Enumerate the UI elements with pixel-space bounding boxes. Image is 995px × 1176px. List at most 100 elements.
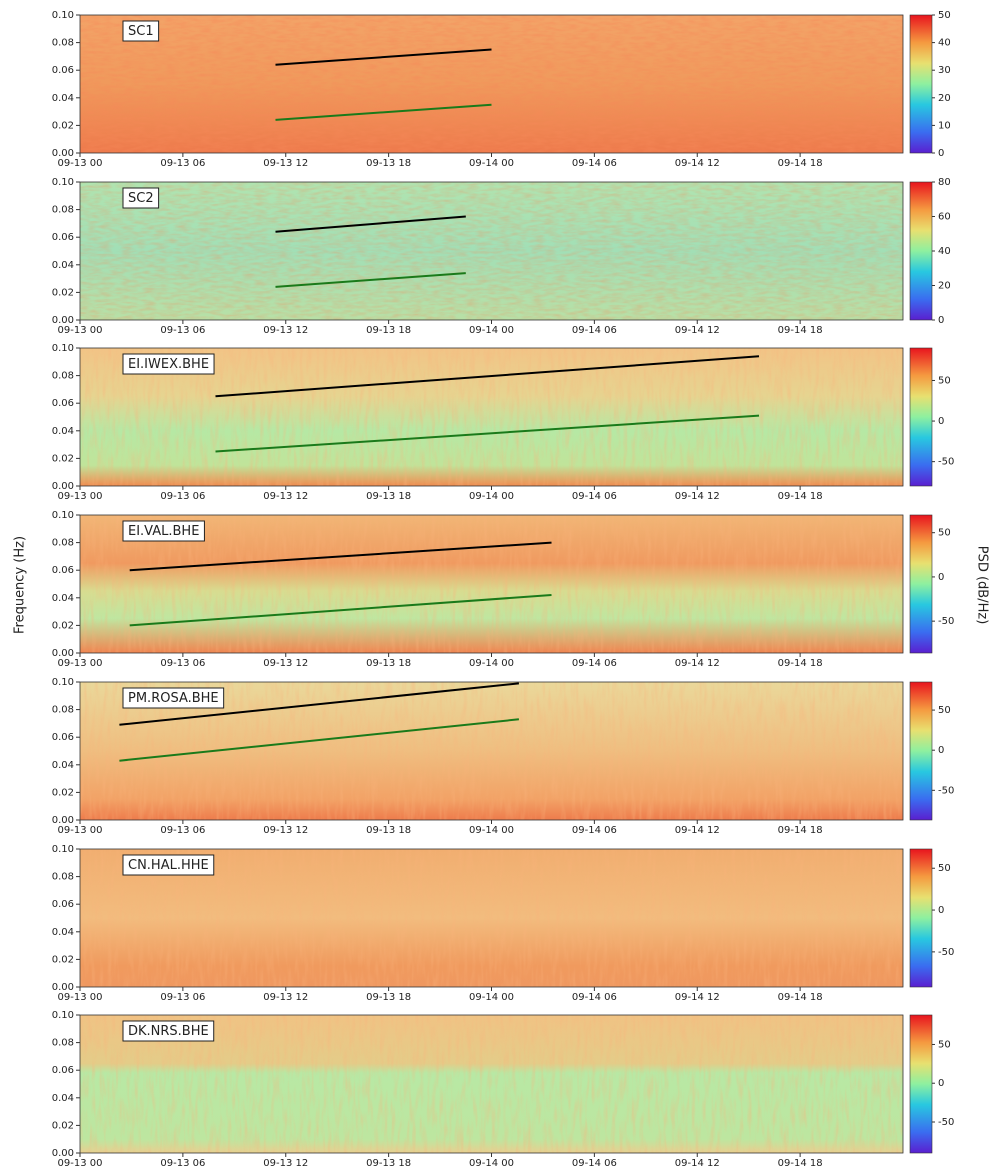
panel-title: SC2 <box>128 191 154 206</box>
panel: 0.00 0.02 0.04 0.06 0.08 0.10 09-13 00 09-13 06… <box>52 10 951 169</box>
y-tick-label: 0.02 <box>52 954 74 965</box>
colorbar-tick-label: 0 <box>938 572 944 583</box>
trend-line <box>215 414 760 453</box>
y-tick-label: 0.08 <box>52 371 74 382</box>
x-tick-label: 09-14 12 <box>675 325 720 336</box>
panel-label: CN.HAL.HHE <box>122 854 215 876</box>
x-tick-label: 09-13 00 <box>58 1158 103 1169</box>
x-tick-label: 09-13 00 <box>58 658 103 669</box>
y-tick-label: 0.04 <box>52 426 74 437</box>
colorbar-tick-label: -50 <box>938 785 954 796</box>
y-tick-label: 0.08 <box>52 205 74 216</box>
x-tick-label: 09-14 06 <box>572 825 617 836</box>
y-tick-label: 0.06 <box>52 232 74 243</box>
colorbar-tick-label: 50 <box>938 10 951 21</box>
trend-line <box>275 272 466 288</box>
x-tick-label: 09-14 06 <box>572 491 617 502</box>
y-tick-label: 0.04 <box>52 1093 74 1104</box>
y-axis-label: Frequency (Hz) <box>13 536 28 634</box>
y-tick-label: 0.10 <box>52 677 74 688</box>
trend-line <box>275 103 492 121</box>
label-box <box>122 854 215 876</box>
x-tick-label: 09-14 12 <box>675 992 720 1003</box>
colorbar-tick-label: 0 <box>938 905 944 916</box>
spectrogram-texture <box>80 348 903 486</box>
x-tick-label: 09-14 12 <box>675 658 720 669</box>
y-tick-label: 0.10 <box>52 343 74 354</box>
colorbar-tick-label: 20 <box>938 281 951 292</box>
y-tick-label: 0.06 <box>52 565 74 576</box>
y-tick-label: 0.08 <box>52 38 74 49</box>
x-tick-label: 09-14 12 <box>675 158 720 169</box>
x-tick-label: 09-13 12 <box>263 491 308 502</box>
spectrogram-texture <box>80 182 903 320</box>
panel: 0.00 0.02 0.04 0.06 0.08 0.10 09-13 00 09-13 06… <box>52 677 955 836</box>
x-tick-label: 09-14 00 <box>469 1158 514 1169</box>
x-tick-label: 09-13 12 <box>263 1158 308 1169</box>
panel-label: EI.IWEX.BHE <box>122 353 215 375</box>
label-box <box>122 187 160 209</box>
trend-line <box>129 594 552 627</box>
x-tick-label: 09-13 12 <box>263 825 308 836</box>
x-tick-label: 09-14 18 <box>778 825 823 836</box>
x-tick-label: 09-14 00 <box>469 992 514 1003</box>
y-tick-label: 0.06 <box>52 1065 74 1076</box>
colorbar-tick-label: -50 <box>938 457 954 468</box>
x-tick-label: 09-13 00 <box>58 825 103 836</box>
trend-line <box>215 355 760 398</box>
y-tick-label: 0.10 <box>52 510 74 521</box>
y-tick-label: 0.06 <box>52 65 74 76</box>
y-tick-label: 0.10 <box>52 1010 74 1021</box>
y-tick-label: 0.00 <box>52 315 74 326</box>
x-tick-label: 09-13 00 <box>58 992 103 1003</box>
x-tick-label: 09-13 18 <box>366 491 411 502</box>
y-tick-label: 0.04 <box>52 93 74 104</box>
x-tick-label: 09-13 18 <box>366 1158 411 1169</box>
label-box <box>122 687 225 709</box>
colorbar-tick-label: 0 <box>938 416 944 427</box>
x-tick-label: 09-14 06 <box>572 1158 617 1169</box>
panel-label: SC1 <box>122 20 160 42</box>
label-box <box>122 520 205 542</box>
trend-line <box>119 682 520 726</box>
y-tick-label: 0.08 <box>52 538 74 549</box>
y-tick-label: 0.00 <box>52 481 74 492</box>
colorbar-tick-label: 50 <box>938 705 951 716</box>
spectrogram-texture <box>80 849 903 987</box>
y-tick-label: 0.02 <box>52 120 74 131</box>
x-tick-label: 09-14 12 <box>675 491 720 502</box>
y-tick-label: 0.02 <box>52 620 74 631</box>
trend-line <box>275 215 466 233</box>
colorbar-tick-label: 40 <box>938 38 951 49</box>
colorbar-tick-label: 80 <box>938 177 951 188</box>
colorbar-tick-label: 0 <box>938 745 944 756</box>
spectrogram-texture <box>80 515 903 653</box>
x-tick-label: 09-14 06 <box>572 992 617 1003</box>
y-tick-label: 0.08 <box>52 705 74 716</box>
trend-line <box>275 48 492 66</box>
y-tick-label: 0.04 <box>52 760 74 771</box>
x-tick-label: 09-13 12 <box>263 158 308 169</box>
x-tick-label: 09-14 18 <box>778 1158 823 1169</box>
panel-title: CN.HAL.HHE <box>128 858 209 873</box>
x-tick-label: 09-13 06 <box>160 1158 205 1169</box>
panel: 0.00 0.02 0.04 0.06 0.08 0.10 09-13 00 09-13 06… <box>52 1010 955 1169</box>
colorbar <box>909 181 933 321</box>
colorbar-tick-label: 20 <box>938 93 951 104</box>
colorbar <box>909 848 933 988</box>
x-tick-label: 09-13 06 <box>160 658 205 669</box>
label-box <box>122 20 160 42</box>
panel-title: EI.IWEX.BHE <box>128 357 209 372</box>
x-tick-label: 09-13 00 <box>58 325 103 336</box>
y-tick-label: 0.06 <box>52 732 74 743</box>
colorbar-tick-label: 50 <box>938 375 951 386</box>
x-tick-label: 09-14 12 <box>675 1158 720 1169</box>
trend-line <box>129 541 552 572</box>
x-tick-label: 09-13 00 <box>58 491 103 502</box>
x-tick-label: 09-13 12 <box>263 992 308 1003</box>
panel: 0.00 0.02 0.04 0.06 0.08 0.10 09-13 00 09-13 06… <box>52 510 955 669</box>
y-tick-label: 0.06 <box>52 398 74 409</box>
colorbar-tick-label: 50 <box>938 528 951 539</box>
colorbar-tick-label: 10 <box>938 120 951 131</box>
panel: 0.00 0.02 0.04 0.06 0.08 0.10 09-13 00 09-13 06… <box>52 343 955 502</box>
